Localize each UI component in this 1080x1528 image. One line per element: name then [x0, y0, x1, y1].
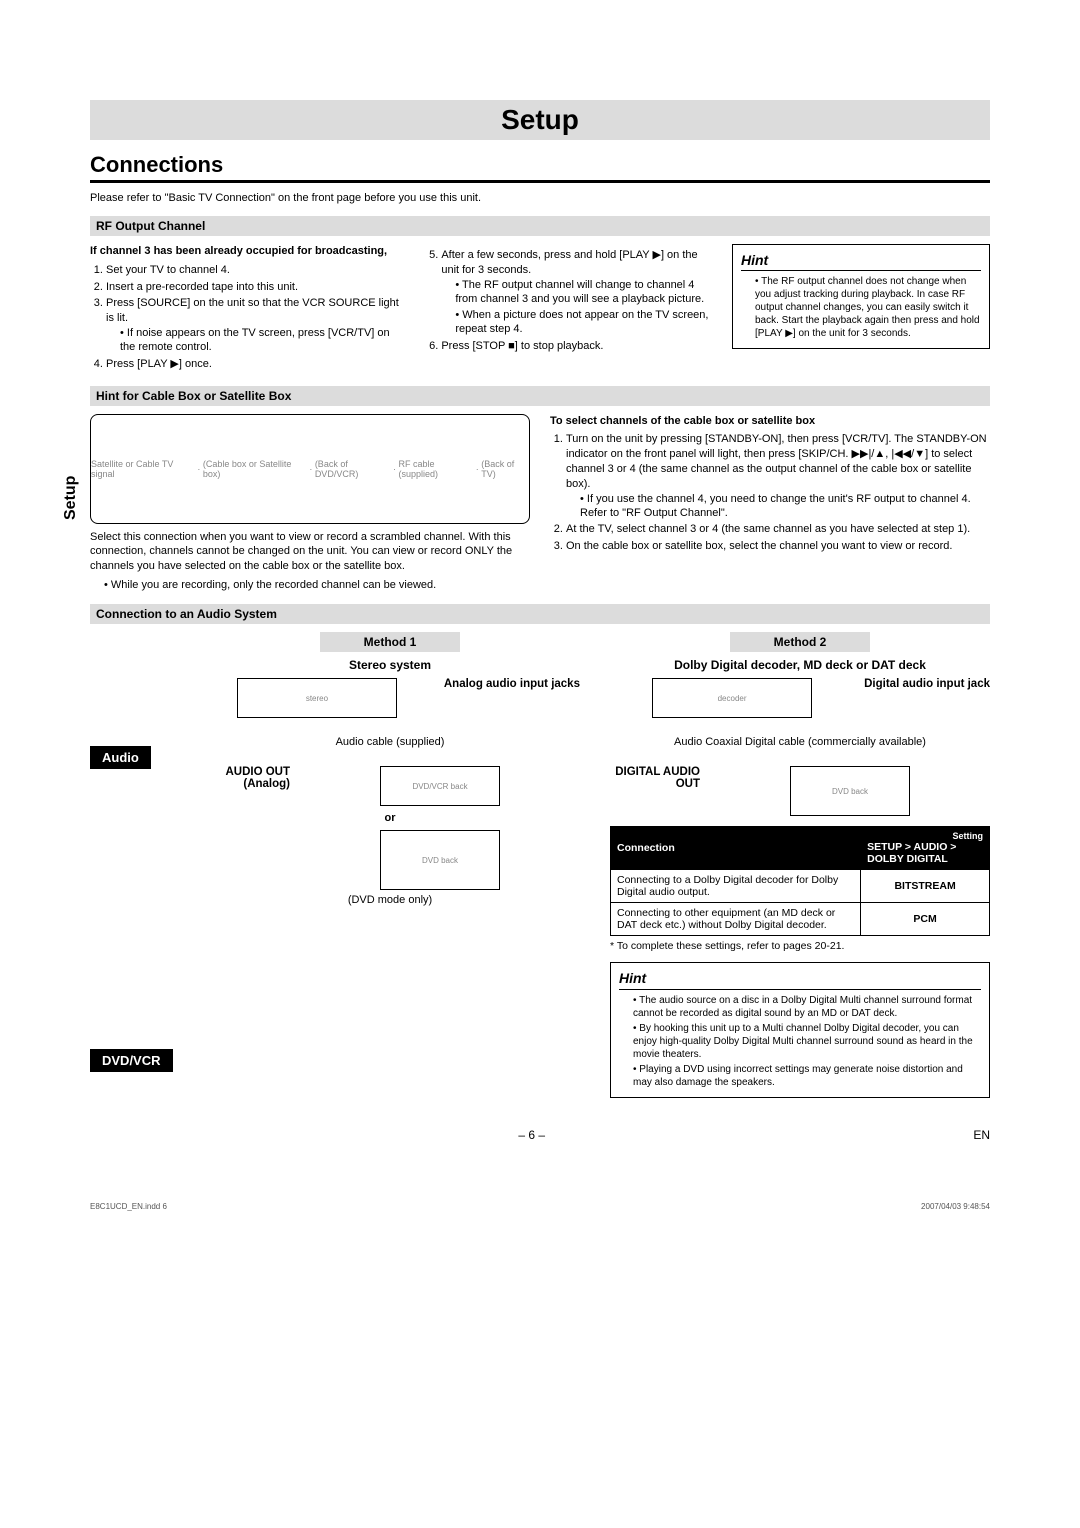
audio-hint-box: Hint The audio source on a disc in a Dol… — [610, 962, 990, 1097]
dvdvcr-tag: DVD/VCR — [90, 1049, 173, 1072]
intro-text: Please refer to "Basic TV Connection" on… — [90, 191, 990, 206]
cable-step-1-sub: If you use the channel 4, you need to ch… — [580, 492, 990, 521]
rf-steps-b: After a few seconds, press and hold [PLA… — [425, 248, 712, 354]
footer-date: 2007/04/03 9:48:54 — [921, 1202, 990, 1211]
table-row: Connecting to a Dolby Digital decoder fo… — [611, 870, 990, 903]
page-lang: EN — [973, 1128, 990, 1142]
rf-step-4: Press [PLAY ▶] once. — [106, 357, 405, 372]
rf-step-3-sub: If noise appears on the TV screen, press… — [120, 326, 405, 355]
method1-or: or — [200, 812, 580, 824]
footer-file: E8C1UCD_EN.indd 6 — [90, 1202, 167, 1211]
table-row: Connecting to other equipment (an MD dec… — [611, 903, 990, 936]
method2-cable: Audio Coaxial Digital cable (commerciall… — [610, 736, 990, 748]
method2-jack: Digital audio input jack — [864, 678, 990, 690]
cell-conn-0: Connecting to a Dolby Digital decoder fo… — [611, 870, 861, 903]
method2-diagram-bottom: DVD back — [790, 766, 910, 816]
cable-step-2: At the TV, select channel 3 or 4 (the sa… — [566, 522, 990, 537]
audio-hint-2: By hooking this unit up to a Multi chann… — [633, 1022, 981, 1061]
audio-hint-3: Playing a DVD using incorrect settings m… — [633, 1063, 981, 1089]
cell-val-1: PCM — [861, 903, 990, 936]
cable-step-1: Turn on the unit by pressing [STANDBY-ON… — [566, 432, 990, 520]
section-rule — [90, 180, 990, 183]
rf-step-1: Set your TV to channel 4. — [106, 263, 405, 278]
audio-tag: Audio — [90, 746, 151, 769]
method1-diagram-top: stereo — [237, 678, 397, 718]
rf-step-3: Press [SOURCE] on the unit so that the V… — [106, 296, 405, 354]
cell-val-0: BITSTREAM — [861, 870, 990, 903]
rf-hint-box: Hint The RF output channel does not chan… — [732, 244, 990, 349]
page-number: – 6 – — [518, 1128, 545, 1142]
th-connection: Connection — [611, 827, 861, 870]
cable-para1: Select this connection when you want to … — [90, 530, 530, 575]
method2-diagram-top: decoder — [652, 678, 812, 718]
method1-system: Stereo system — [200, 658, 580, 672]
method1-title: Method 1 — [320, 632, 460, 652]
method2-title: Method 2 — [730, 632, 870, 652]
method1-jack: Analog audio input jacks — [444, 678, 580, 690]
rf-step-2: Insert a pre-recorded tape into this uni… — [106, 280, 405, 295]
settings-table: Connection Setting SETUP > AUDIO > DOLBY… — [610, 826, 990, 936]
cell-conn-1: Connecting to other equipment (an MD dec… — [611, 903, 861, 936]
rf-step-5-sub1: The RF output channel will change to cha… — [455, 278, 712, 307]
side-tab: Setup — [62, 476, 80, 520]
rf-hint-title: Hint — [741, 251, 981, 271]
rf-steps-a: Set your TV to channel 4. Insert a pre-r… — [90, 263, 405, 372]
cable-select-title: To select channels of the cable box or s… — [550, 414, 990, 429]
cable-diagram: Satellite or Cable TV signal · (Cable bo… — [90, 414, 530, 524]
cable-step-3: On the cable box or satellite box, selec… — [566, 539, 990, 554]
cable-heading: Hint for Cable Box or Satellite Box — [90, 386, 990, 406]
table-note: * To complete these settings, refer to p… — [610, 940, 990, 952]
method1-out: AUDIO OUT (Analog) — [200, 766, 290, 790]
audio-hint-1: The audio source on a disc in a Dolby Di… — [633, 994, 981, 1020]
cable-steps: Turn on the unit by pressing [STANDBY-ON… — [550, 432, 990, 554]
rf-step-5: After a few seconds, press and hold [PLA… — [441, 248, 712, 337]
method2-system: Dolby Digital decoder, MD deck or DAT de… — [610, 658, 990, 672]
rf-heading: RF Output Channel — [90, 216, 990, 236]
rf-step-6: Press [STOP ■] to stop playback. — [441, 339, 712, 354]
cable-para1-sub: While you are recording, only the record… — [104, 578, 530, 592]
rf-hint-body: The RF output channel does not change wh… — [755, 275, 981, 340]
audio-heading: Connection to an Audio System — [90, 604, 990, 624]
method1-cable: Audio cable (supplied) — [200, 736, 580, 748]
th-setting: Setting SETUP > AUDIO > DOLBY DIGITAL — [861, 827, 990, 870]
method2-out: DIGITAL AUDIO OUT — [610, 766, 700, 790]
method1-diagram-bottom: DVD back — [380, 830, 500, 890]
rf-occupied-title: If channel 3 has been already occupied f… — [90, 244, 405, 259]
method1-diagram-mid: DVD/VCR back — [380, 766, 500, 806]
method1-dvd-only: (DVD mode only) — [200, 894, 580, 906]
rf-step-5-sub2: When a picture does not appear on the TV… — [455, 308, 712, 337]
audio-hint-title: Hint — [619, 969, 981, 989]
page-title: Setup — [90, 100, 990, 140]
section-title: Connections — [90, 152, 990, 178]
